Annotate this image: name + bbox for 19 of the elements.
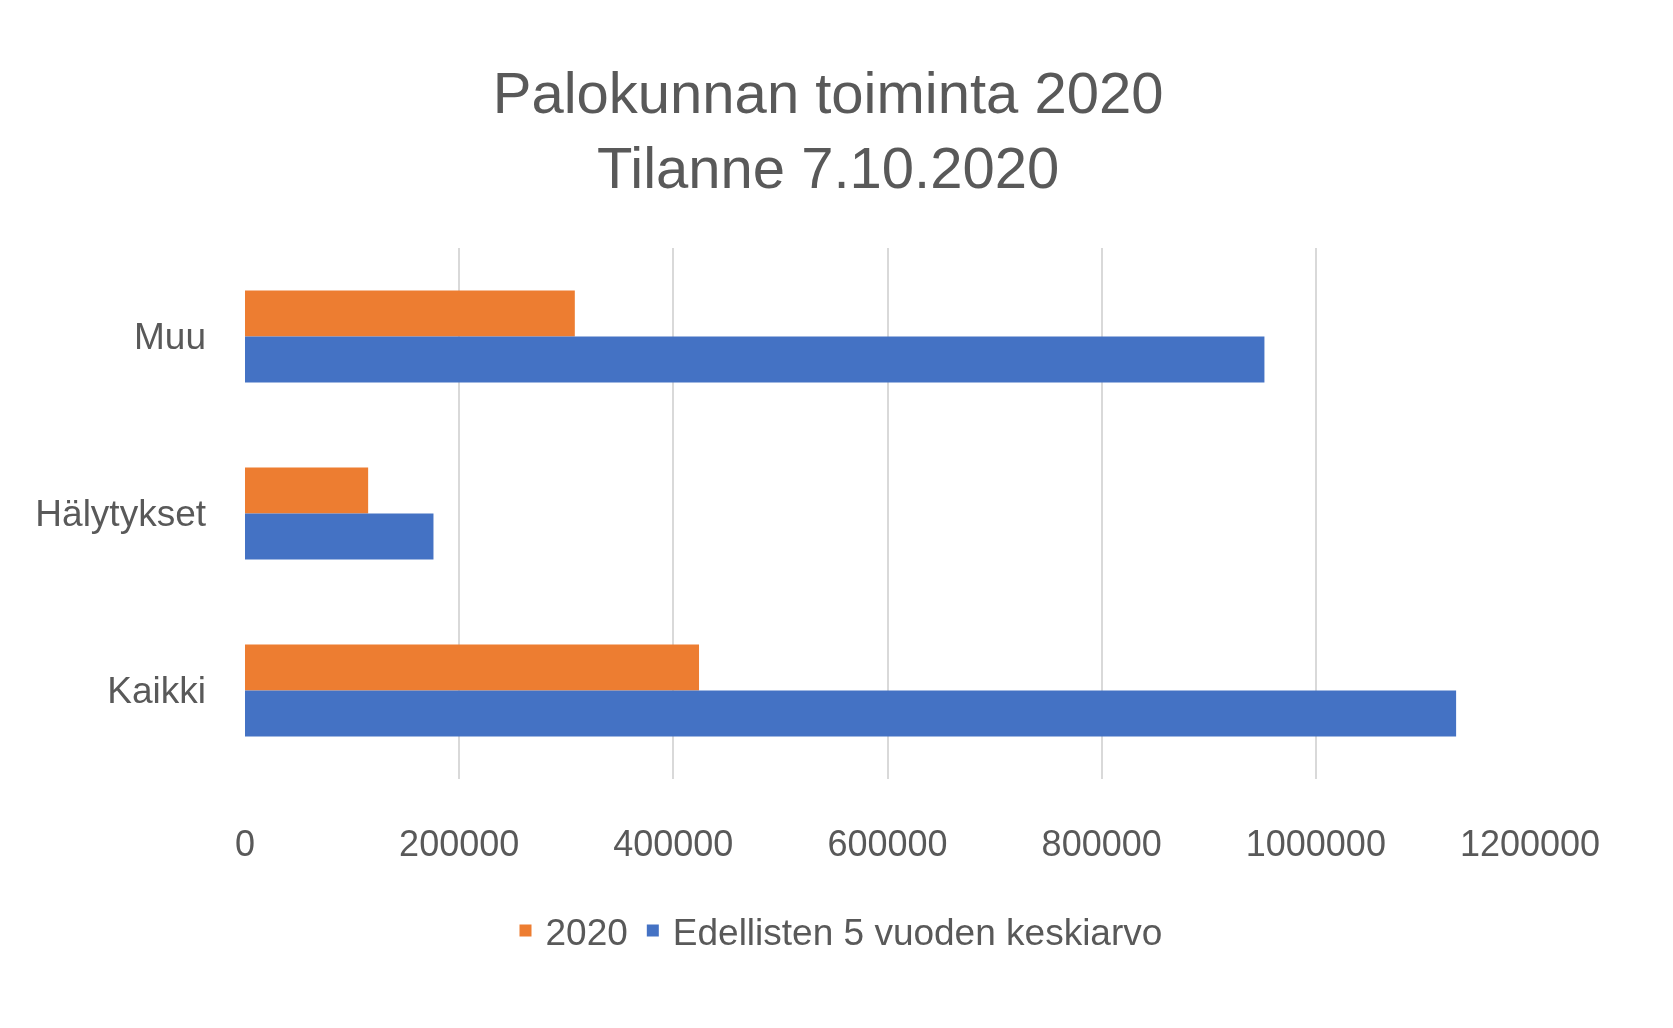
x-tick-label: 1200000 [1459,823,1601,864]
bar [245,336,1265,383]
bar [245,290,575,337]
y-tick-label: Muu [134,316,206,358]
chart-title: Palokunnan toiminta 2020 Tilanne 7.10.2020 [492,60,1164,201]
bar [245,644,700,691]
x-tick-label: 0 [234,823,256,864]
y-tick-label: Kaikki [107,670,206,712]
x-tick-label: 400000 [613,823,734,864]
x-tick-label: 600000 [827,823,948,864]
x-tick-label: 1000000 [1245,823,1386,864]
bar [245,513,434,560]
legend-label: 2020 [545,911,628,953]
x-tick-label: 800000 [1041,823,1162,864]
bar [245,467,369,514]
bar [245,690,1457,737]
y-tick-label: Hälytykset [35,493,207,535]
x-tick-label: 200000 [399,823,520,864]
legend-label: Edellisten 5 vuoden keskiarvo [672,911,1163,953]
